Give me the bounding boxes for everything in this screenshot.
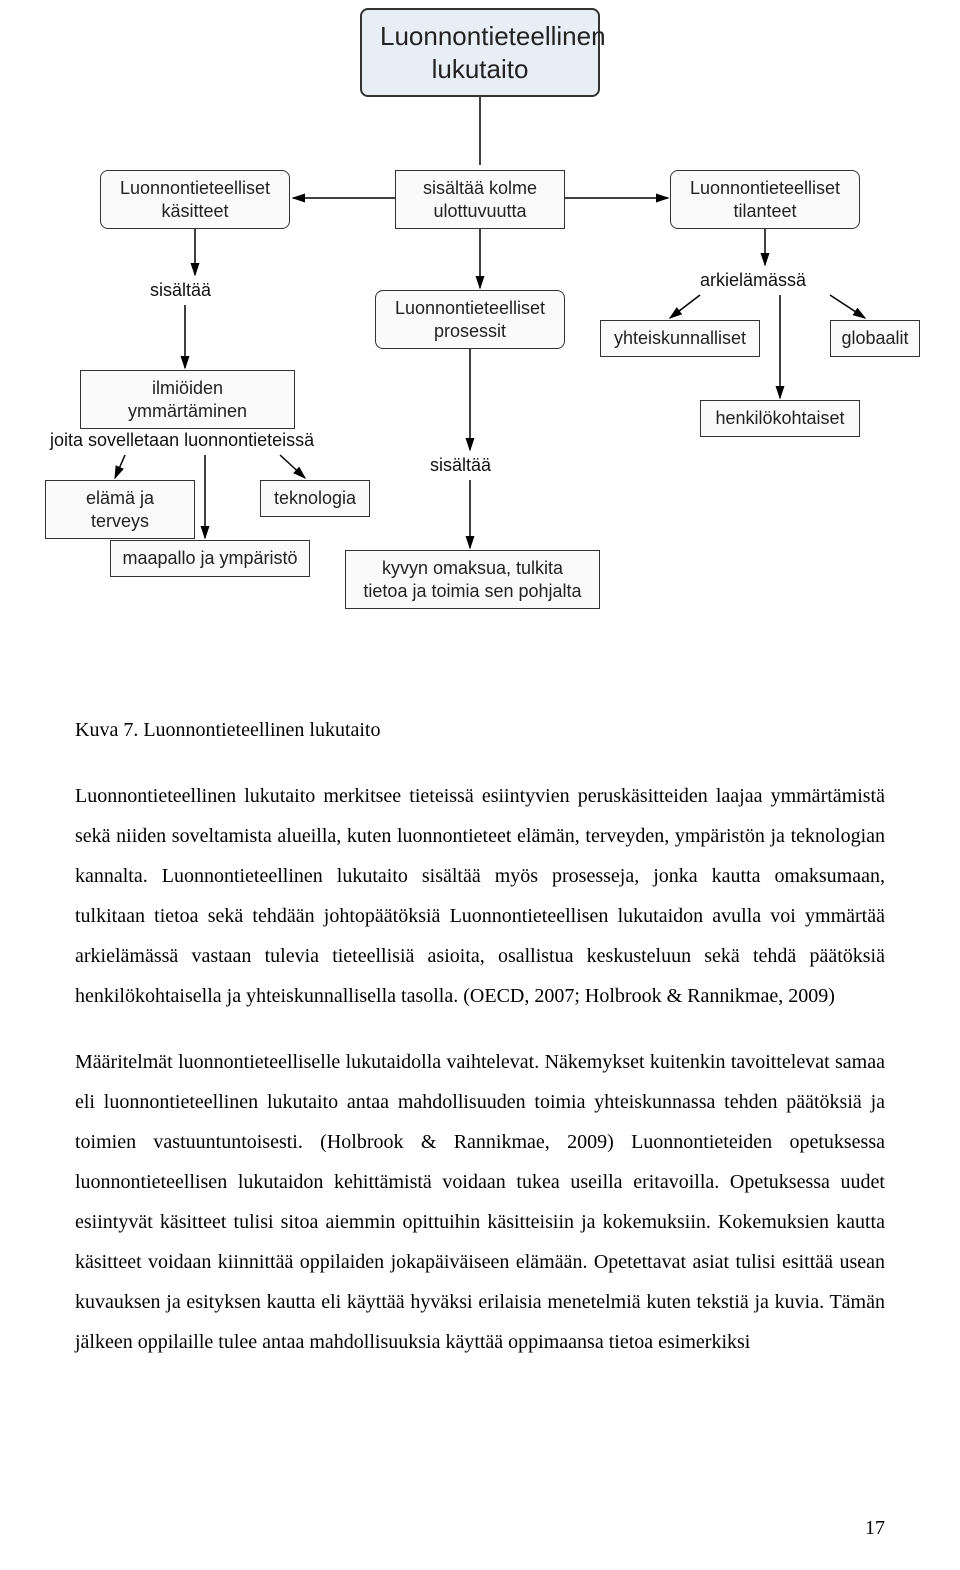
node-root: Luonnontieteellinenlukutaito — [360, 8, 600, 97]
concept-diagram: Luonnontieteellinenlukutaito Luonnontiete… — [0, 0, 960, 690]
node-dims: sisältää kolmeulottuvuutta — [395, 170, 565, 229]
node-society: yhteiskunnalliset — [600, 320, 760, 357]
node-global: globaalit — [830, 320, 920, 357]
node-sis1: sisältää — [150, 280, 211, 301]
node-sis2: sisältää — [430, 455, 491, 476]
node-arki: arkielämässä — [700, 270, 806, 291]
figure-caption: Kuva 7. Luonnontieteellinen lukutaito — [75, 710, 885, 750]
node-understand: ilmiöiden ymmärtäminen — [80, 370, 295, 429]
body-text: Kuva 7. Luonnontieteellinen lukutaito Lu… — [75, 710, 885, 1388]
node-processes: Luonnontieteellisetprosessit — [375, 290, 565, 349]
node-situations: Luonnontieteellisettilanteet — [670, 170, 860, 229]
node-tech: teknologia — [260, 480, 370, 517]
node-personal: henkilökohtaiset — [700, 400, 860, 437]
node-applied: joita sovelletaan luonnontieteissä — [50, 430, 314, 451]
page-number: 17 — [865, 1517, 885, 1540]
paragraph-2: Määritelmät luonnontieteelliselle lukuta… — [75, 1042, 885, 1362]
node-concepts: Luonnontieteellisetkäsitteet — [100, 170, 290, 229]
node-ability: kyvyn omaksua, tulkitatietoa ja toimia s… — [345, 550, 600, 609]
node-earth: maapallo ja ympäristö — [110, 540, 310, 577]
paragraph-1: Luonnontieteellinen lukutaito merkitsee … — [75, 776, 885, 1016]
node-health: elämä ja terveys — [45, 480, 195, 539]
